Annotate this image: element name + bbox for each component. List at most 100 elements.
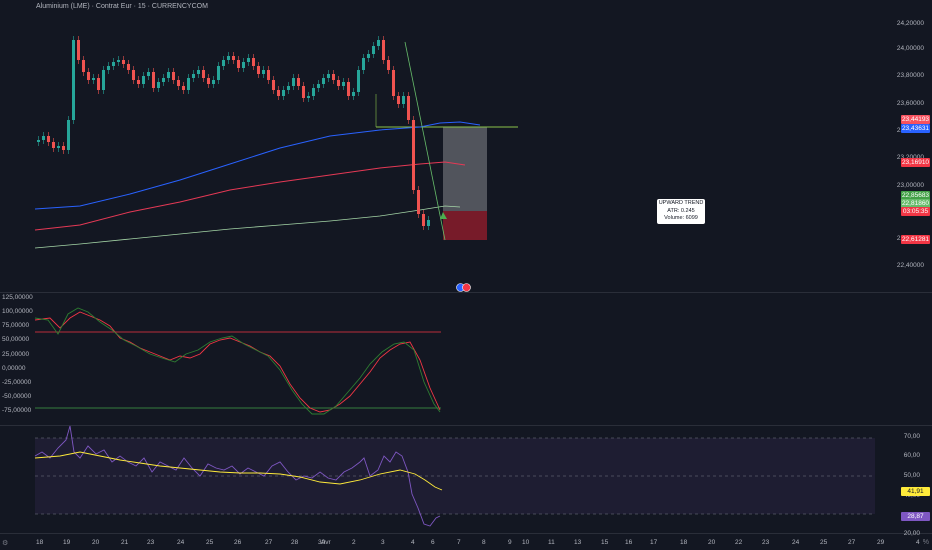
gear-icon[interactable]: ⚙ — [2, 540, 9, 547]
candle-body — [202, 70, 205, 78]
candle-body — [342, 82, 345, 86]
candle-body — [307, 96, 310, 98]
time-axis-label: 26 — [234, 539, 242, 546]
candle-body — [302, 86, 305, 98]
time-axis-label: 16 — [625, 539, 633, 546]
time-axis-label: 30 — [318, 539, 326, 546]
rsi-axis-label: 50,00 — [903, 472, 920, 479]
rsi-axis-label: 60,00 — [903, 452, 920, 459]
candle-body — [272, 80, 275, 90]
oscillator-axis-label: -50,00000 — [2, 393, 32, 400]
time-axis-label: 24 — [177, 539, 185, 546]
candle-body — [132, 70, 135, 80]
time-axis-label: 11 — [548, 539, 555, 546]
osc-green-line — [34, 307, 441, 415]
time-axis-label: 25 — [206, 539, 214, 546]
candle-body — [197, 70, 200, 74]
time-axis-label: 13 — [574, 539, 582, 546]
candle-body — [367, 54, 370, 58]
candle-body — [232, 56, 235, 60]
price-axis-label: 23,20000 — [897, 154, 924, 161]
price-tag: 22,81860 — [901, 199, 930, 208]
tradingview-logo-icon[interactable] — [456, 283, 471, 292]
candle-body — [247, 58, 250, 62]
candle-body — [117, 60, 120, 62]
candle-body — [177, 80, 180, 86]
candle-body — [157, 82, 160, 88]
candle-body — [317, 84, 320, 88]
time-axis-label: 8 — [482, 539, 486, 546]
signal-arrow — [440, 212, 447, 219]
candle-body — [427, 220, 430, 226]
oscillator-axis-label: 0,00000 — [2, 365, 26, 372]
candle-body — [397, 96, 400, 104]
time-axis-label: 7 — [457, 539, 461, 546]
candle-body — [62, 146, 65, 150]
time-axis-label: 24 — [792, 539, 800, 546]
time-axis-label: 3 — [381, 539, 385, 546]
price-axis-label: 24,00000 — [896, 45, 924, 52]
rsi-axis-label: 70,00 — [903, 433, 920, 440]
price-axis-label: 23,00000 — [896, 182, 924, 189]
candle-body — [252, 58, 255, 66]
candle-body — [237, 60, 240, 68]
volume-label: Volume: 6099 — [664, 215, 698, 221]
time-axis-label: Avr — [321, 539, 331, 546]
time-axis-label: 6 — [431, 539, 435, 546]
candle-body — [147, 72, 150, 76]
profit-zone[interactable] — [443, 127, 487, 211]
time-axis-label: 29 — [877, 539, 885, 546]
candle-body — [207, 78, 210, 84]
candle-body — [142, 76, 145, 84]
rsi-tag: 41,91 — [901, 487, 930, 496]
percent-toggle[interactable]: % — [922, 539, 929, 546]
candle-body — [127, 64, 130, 70]
candle-body — [362, 58, 365, 70]
price-axis-label: 22,40000 — [896, 262, 924, 269]
candle-body — [402, 96, 405, 104]
candle-body — [72, 40, 75, 120]
candle-body — [417, 190, 420, 214]
candle-body — [357, 70, 360, 92]
osc-red-line — [34, 311, 441, 413]
time-axis-label: 23 — [762, 539, 770, 546]
oscillator-axis-label: 125,00000 — [2, 294, 33, 301]
time-axis-label: 19 — [63, 539, 71, 546]
candle-body — [97, 78, 100, 90]
ma-green — [34, 205, 461, 249]
candle-body — [82, 60, 85, 72]
candle-body — [137, 80, 140, 84]
candle-body — [92, 78, 95, 80]
candle-body — [217, 66, 220, 80]
time-axis-label: 10 — [522, 539, 530, 546]
candle-body — [392, 70, 395, 96]
price-tag: 22,85683 — [901, 191, 930, 200]
candle-body — [382, 40, 385, 60]
candle-body — [407, 96, 410, 120]
time-axis-label: 27 — [848, 539, 856, 546]
trend-line — [404, 41, 446, 241]
candle-body — [347, 82, 350, 96]
time-axis-label: 4 — [916, 539, 920, 546]
candle-body — [257, 66, 260, 74]
candle-body — [57, 146, 60, 148]
candle-body — [107, 66, 110, 70]
time-axis-label: 22 — [735, 539, 743, 546]
candle-body — [192, 74, 195, 78]
oscillator-axis-label: 50,00000 — [2, 336, 30, 343]
symbol-title[interactable]: Aluminium (LME) · Contrat Eur · 15 · CUR… — [36, 3, 208, 10]
candle-body — [297, 78, 300, 86]
candle-body — [112, 62, 115, 66]
candle-body — [47, 136, 50, 142]
rsi-ma-line — [34, 451, 443, 491]
candle-body — [277, 90, 280, 96]
loss-zone[interactable] — [443, 211, 487, 240]
time-axis-label: 20 — [708, 539, 716, 546]
candle-body — [287, 86, 290, 90]
candle-body — [167, 72, 170, 78]
time-axis-label: 25 — [820, 539, 828, 546]
candle-body — [67, 120, 70, 150]
ma-blue — [34, 121, 481, 210]
candle-body — [87, 72, 90, 80]
